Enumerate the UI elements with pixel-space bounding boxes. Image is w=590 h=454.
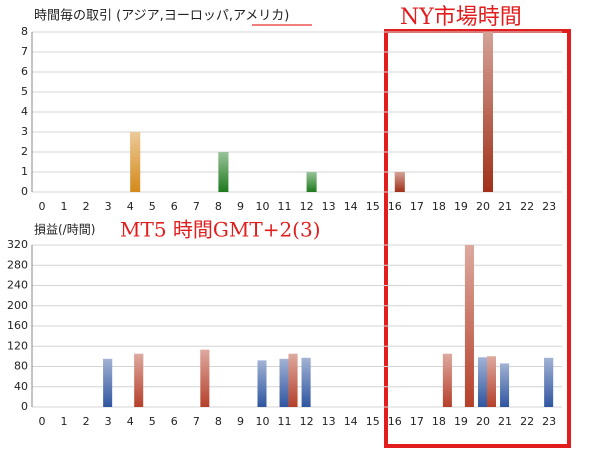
x-tick-label: 2 (83, 200, 90, 213)
y-tick-label: 2 (21, 145, 28, 158)
x-tick-label: 16 (388, 200, 402, 213)
x-tick-label: 18 (432, 415, 446, 428)
bar-shade (442, 353, 452, 407)
x-tick-label: 1 (61, 415, 68, 428)
chart-title: 時間毎の取引 (アジア,ヨーロッパ,アメリカ) (34, 8, 289, 24)
bar-shade (500, 363, 510, 407)
x-tick-label: 8 (215, 415, 222, 428)
x-tick-label: 2 (83, 415, 90, 428)
bar-shade (483, 32, 493, 192)
y-tick-label: 5 (21, 85, 28, 98)
x-tick-label: 12 (300, 415, 314, 428)
bar-shade (544, 357, 554, 407)
y-tick-label: 160 (7, 319, 28, 332)
x-tick-label: 4 (127, 415, 134, 428)
y-tick-label: 320 (7, 238, 28, 251)
x-tick-label: 10 (256, 415, 270, 428)
x-tick-label: 6 (171, 200, 178, 213)
bar-shade (218, 152, 229, 192)
y-tick-label: 240 (7, 279, 28, 292)
x-tick-label: 17 (410, 415, 424, 428)
x-tick-label: 0 (39, 415, 46, 428)
x-tick-label: 17 (410, 200, 424, 213)
bar-shade (306, 172, 317, 192)
y-tick-label: 120 (7, 339, 28, 352)
x-tick-label: 6 (171, 415, 178, 428)
x-tick-label: 13 (322, 200, 336, 213)
x-tick-label: 9 (237, 415, 244, 428)
x-tick-label: 15 (366, 415, 380, 428)
x-tick-label: 4 (127, 200, 134, 213)
y-tick-label: 280 (7, 258, 28, 271)
y-tick-label: 80 (14, 360, 28, 373)
x-tick-label: 14 (344, 200, 358, 213)
x-tick-label: 16 (388, 415, 402, 428)
highlight-box (384, 29, 571, 448)
bar-shade (301, 357, 311, 407)
x-tick-label: 21 (498, 200, 512, 213)
x-tick-label: 20 (476, 200, 490, 213)
annotation: MT5 時間GMT+2(3) (120, 218, 321, 242)
x-tick-label: 20 (476, 415, 490, 428)
bar-shade (487, 356, 496, 407)
x-tick-label: 22 (520, 415, 534, 428)
x-tick-label: 12 (300, 200, 314, 213)
y-tick-label: 4 (21, 105, 28, 118)
x-tick-label: 15 (366, 200, 380, 213)
x-tick-label: 11 (278, 415, 292, 428)
bar-shade (478, 357, 487, 407)
bar-shade (134, 353, 144, 407)
bar-shade (464, 245, 474, 407)
y-tick-label: 1 (21, 165, 28, 178)
annotation: NY市場時間 (400, 5, 522, 30)
y-tick-label: 40 (14, 380, 28, 393)
bar-shade (394, 172, 405, 192)
bar-shade (103, 358, 113, 407)
x-tick-label: 18 (432, 200, 446, 213)
y-tick-label: 200 (7, 299, 28, 312)
x-tick-label: 9 (237, 200, 244, 213)
x-tick-label: 7 (193, 415, 200, 428)
x-tick-label: 3 (105, 415, 112, 428)
y-tick-label: 0 (21, 185, 28, 198)
y-tick-label: 0 (21, 400, 28, 413)
x-tick-label: 21 (498, 415, 512, 428)
x-tick-label: 5 (149, 200, 156, 213)
bar-shade (130, 132, 141, 192)
x-tick-label: 3 (105, 200, 112, 213)
x-tick-label: 1 (61, 200, 68, 213)
x-tick-label: 10 (256, 200, 270, 213)
x-tick-label: 19 (454, 415, 468, 428)
bar-shade (200, 349, 210, 407)
x-tick-label: 19 (454, 200, 468, 213)
bar-shade (257, 360, 267, 407)
x-tick-label: 13 (322, 415, 336, 428)
bar-shade (279, 358, 289, 407)
bar-shade (288, 353, 298, 407)
x-tick-label: 22 (520, 200, 534, 213)
x-tick-label: 23 (542, 415, 556, 428)
x-tick-label: 23 (542, 200, 556, 213)
y-tick-label: 3 (21, 125, 28, 138)
y-tick-label: 7 (21, 45, 28, 58)
y-tick-label: 6 (21, 65, 28, 78)
x-tick-label: 7 (193, 200, 200, 213)
x-tick-label: 14 (344, 415, 358, 428)
x-tick-label: 11 (278, 200, 292, 213)
y-tick-label: 8 (21, 25, 28, 38)
x-tick-label: 0 (39, 200, 46, 213)
chart-title: 損益(/時間) (34, 222, 95, 237)
x-tick-label: 8 (215, 200, 222, 213)
x-tick-label: 5 (149, 415, 156, 428)
